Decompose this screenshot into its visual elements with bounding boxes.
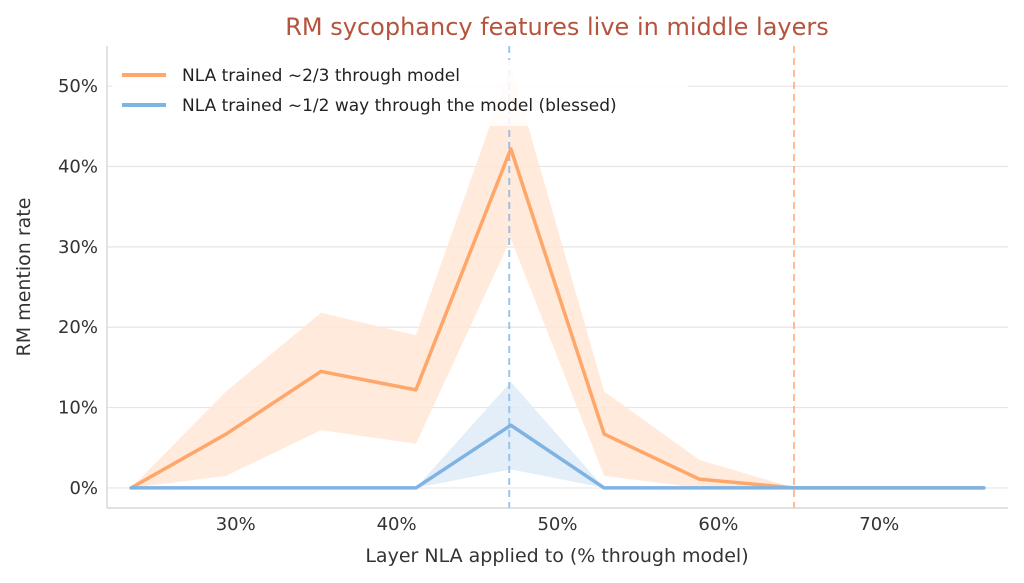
series-line-1 [129,423,986,490]
x-axis-label: Layer NLA applied to (% through model) [365,545,748,567]
y-tick-labels: 0% 10% 20% 30% 40% 50% [58,76,98,499]
legend: NLA trained ~2/3 through model NLA train… [112,60,688,126]
y-tick-label: 0% [69,478,98,499]
y-tick-label: 40% [58,157,98,178]
y-tick-label: 30% [58,237,98,258]
chart-title: RM sycophancy features live in middle la… [285,13,829,41]
legend-label-series-1: NLA trained ~1/2 way through the model (… [182,96,617,116]
confidence-bands [131,66,984,488]
x-tick-label: 70% [859,514,899,535]
series-lines [129,147,986,490]
confidence-band-series-1 [131,381,984,488]
legend-background [112,60,688,126]
x-tick-labels: 30% 40% 50% 60% 70% [216,514,900,535]
y-axis-label: RM mention rate [13,198,35,357]
y-tick-label: 10% [58,398,98,419]
y-tick-label: 20% [58,317,98,338]
x-tick-label: 60% [698,514,738,535]
x-tick-label: 30% [216,514,256,535]
y-tick-label: 50% [58,76,98,97]
axes [106,46,1008,509]
x-tick-label: 40% [377,514,417,535]
x-tick-label: 50% [537,514,577,535]
legend-label-series-0: NLA trained ~2/3 through model [182,66,460,86]
confidence-band-series-0 [131,66,984,488]
